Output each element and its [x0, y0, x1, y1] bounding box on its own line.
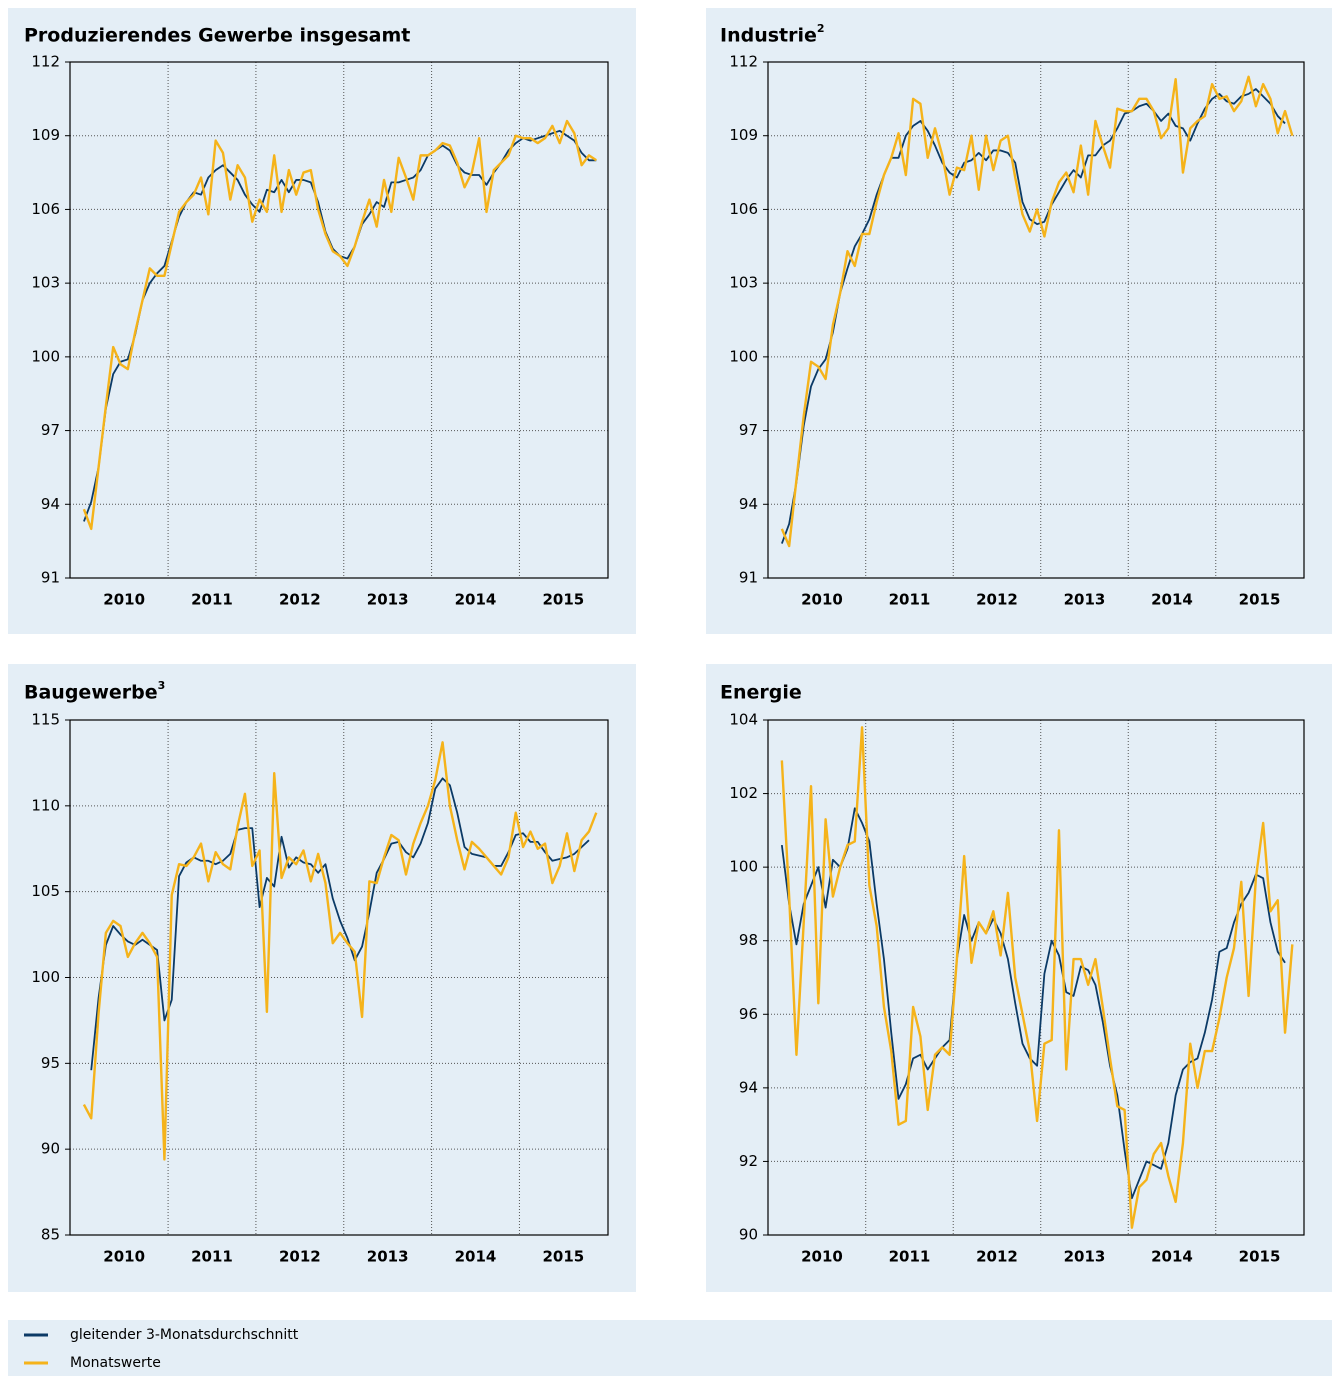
x-tick-label: 2010: [801, 591, 843, 609]
x-tick-label: 2014: [455, 1248, 497, 1266]
legend-label: gleitender 3-Monatsdurchschnitt: [70, 1327, 299, 1343]
plot-frame: [767, 61, 1305, 579]
series-line: [90, 777, 590, 1071]
y-tick-label: 92: [739, 1152, 758, 1170]
y-tick-label: 103: [31, 274, 60, 292]
x-tick-label: 2012: [976, 591, 1018, 609]
x-tick-label: 2011: [191, 1248, 233, 1266]
y-tick-label: 106: [31, 200, 60, 218]
y-tick-label: 100: [729, 347, 758, 365]
y-tick-label: 109: [729, 126, 758, 144]
y-tick-label: 97: [41, 421, 60, 439]
y-tick-label: 94: [739, 1078, 758, 1096]
x-tick-label: 2014: [1151, 1248, 1193, 1266]
y-tick-label: 90: [739, 1226, 758, 1244]
x-tick-label: 2012: [279, 591, 321, 609]
x-tick-label: 2010: [103, 1248, 145, 1266]
series-line: [780, 75, 1294, 548]
series-line: [82, 119, 597, 531]
y-tick-label: 100: [31, 347, 60, 365]
chart: Energie 90 92 94 96 98 100 102 104 2010 2011 2012 20…: [720, 682, 1305, 1266]
x-tick-label: 2010: [801, 1248, 843, 1266]
legend-panel: [8, 1320, 1332, 1376]
y-tick-label: 112: [31, 53, 60, 71]
chart-title: Produzierendes Gewerbe insgesamt: [24, 25, 410, 47]
y-tick-label: 94: [739, 495, 758, 513]
panel: [8, 8, 636, 634]
x-tick-label: 2013: [1064, 1248, 1106, 1266]
x-tick-label: 2015: [542, 591, 584, 609]
chart-title: Industrie2: [720, 22, 825, 47]
title-note: 2: [817, 22, 825, 35]
y-tick-label: 91: [41, 569, 60, 587]
y-tick-label: 95: [41, 1054, 60, 1072]
chart: Produzierendes Gewerbe insgesamt 91 94 97 10…: [24, 25, 609, 609]
x-tick-label: 2011: [191, 591, 233, 609]
y-tick-label: 104: [729, 711, 758, 729]
y-tick-label: 110: [31, 796, 60, 814]
y-tick-label: 90: [41, 1140, 60, 1158]
x-tick-label: 2014: [1151, 591, 1193, 609]
x-tick-label: 2015: [542, 1248, 584, 1266]
x-tick-label: 2011: [889, 1248, 931, 1266]
x-tick-label: 2011: [889, 591, 931, 609]
plot-frame: [69, 61, 609, 579]
x-tick-label: 2013: [1064, 591, 1106, 609]
legend: gleitender 3-Monatsdurchschnitt Monatswer…: [24, 1327, 299, 1371]
x-tick-label: 2013: [367, 591, 409, 609]
title-note: 3: [158, 679, 166, 692]
y-tick-label: 102: [729, 784, 758, 802]
series-line: [82, 741, 598, 1161]
y-tick-label: 112: [729, 53, 758, 71]
y-tick-label: 97: [739, 421, 758, 439]
y-tick-label: 100: [729, 858, 758, 876]
y-tick-label: 109: [31, 126, 60, 144]
series-line: [780, 726, 1294, 1229]
x-tick-label: 2015: [1239, 1248, 1281, 1266]
x-tick-label: 2012: [279, 1248, 321, 1266]
y-tick-label: 98: [739, 931, 758, 949]
chart: Industrie2 91 94 97 100 103 106 109 112 2010 2011 2…: [720, 22, 1305, 609]
x-tick-label: 2012: [976, 1248, 1018, 1266]
y-tick-label: 103: [729, 274, 758, 292]
y-tick-label: 91: [739, 569, 758, 587]
x-tick-label: 2010: [103, 591, 145, 609]
chart-title: Baugewerbe3: [24, 679, 165, 704]
y-tick-label: 115: [31, 711, 60, 729]
x-tick-label: 2014: [455, 591, 497, 609]
plot-frame: [767, 719, 1305, 1236]
plot-frame: [69, 719, 609, 1236]
y-tick-label: 85: [41, 1226, 60, 1244]
panel: [706, 8, 1332, 634]
x-tick-label: 2013: [367, 1248, 409, 1266]
chart-title: Energie: [720, 682, 802, 704]
y-tick-label: 96: [739, 1005, 758, 1023]
x-tick-label: 2015: [1239, 591, 1281, 609]
legend-label: Monatswerte: [70, 1355, 161, 1371]
y-tick-label: 105: [31, 882, 60, 900]
y-tick-label: 100: [31, 968, 60, 986]
chart: Baugewerbe3 85 90 95 100 105 110 115 2010 2011 201…: [24, 679, 609, 1266]
y-tick-label: 106: [729, 200, 758, 218]
y-tick-label: 94: [41, 495, 60, 513]
